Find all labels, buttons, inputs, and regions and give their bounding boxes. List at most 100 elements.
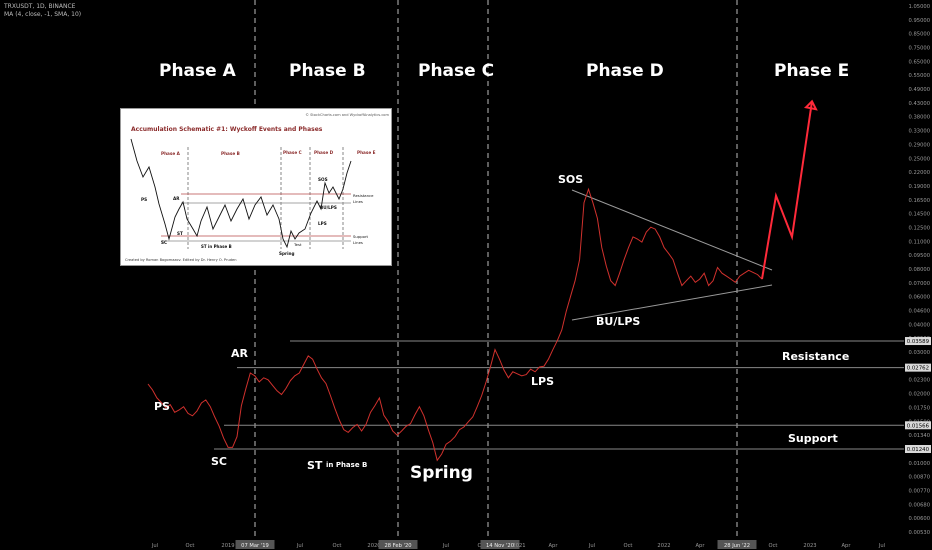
x-tick-label: 28 Jun '22 xyxy=(724,543,750,549)
y-tick-label: 0.29000 xyxy=(909,142,930,148)
inset-test: Test xyxy=(293,242,302,247)
y-tick-label: 0.00770 xyxy=(909,488,930,494)
phase-e-label: Phase E xyxy=(774,61,850,81)
y-highlight-label: 0.01566 xyxy=(907,423,930,429)
inset-price-path xyxy=(130,138,352,249)
y-highlight-badge xyxy=(905,337,931,346)
y-tick-label: 0.16500 xyxy=(909,198,930,204)
sc-label: SC xyxy=(211,455,227,468)
inset-phase-e: Phase E xyxy=(357,150,376,155)
y-tick-label: 0.06000 xyxy=(909,295,930,301)
x-tick-label: 28 Feb '20 xyxy=(384,543,411,549)
inset-st-b: ST in Phase B xyxy=(201,244,232,249)
y-highlight-label: 0.03589 xyxy=(907,339,930,345)
arrow-head-icon xyxy=(803,99,818,111)
x-tick-label: Apr xyxy=(696,543,706,549)
y-tick-label: 0.01750 xyxy=(909,405,930,411)
wyckoff-schematic-inset: © StockCharts.com and WyckoffAnalytics.c… xyxy=(120,108,392,266)
inset-bu-lps: BU/LPS xyxy=(320,205,337,210)
symbol-line: TRXUSDT, 1D, BINANCE xyxy=(4,3,76,10)
x-tick-label: Jul xyxy=(878,543,885,549)
inset-phase-a: Phase A xyxy=(161,151,181,156)
y-tick-label: 0.19000 xyxy=(909,184,930,190)
y-tick-label: 0.12500 xyxy=(909,225,930,231)
inset-sup2: Lines xyxy=(353,240,363,245)
x-tick-label: 2019 xyxy=(221,543,234,549)
x-tick-label: 2023 xyxy=(803,543,816,549)
x-tick-label: 2021 xyxy=(512,543,525,549)
x-tick-label: Jul xyxy=(151,543,158,549)
y-tick-label: 0.04600 xyxy=(909,309,930,315)
x-tick-label: Oct xyxy=(333,543,342,549)
x-tick-label: Oct xyxy=(624,543,633,549)
inset-ar: AR xyxy=(173,196,180,201)
resistance-label: Resistance xyxy=(782,350,850,363)
y-tick-label: 0.25000 xyxy=(909,156,930,162)
y-tick-label: 0.02300 xyxy=(909,378,930,384)
y-axis: 1.05000 0.95000 0.85000 0.75000 0.65000 0.550… xyxy=(904,0,932,540)
y-tick-label: 0.08000 xyxy=(909,267,930,273)
inset-phase-b: Phase B xyxy=(221,151,240,156)
y-tick-label: 0.09500 xyxy=(909,253,930,259)
y-highlight-label: 0.02762 xyxy=(907,366,929,372)
y-tick-label: 0.11000 xyxy=(909,239,930,245)
y-tick-label: 0.43000 xyxy=(909,101,930,107)
y-tick-label: 0.49000 xyxy=(909,87,930,93)
y-tick-label: 0.38000 xyxy=(909,115,930,121)
inset-phase-dividers xyxy=(187,147,344,249)
support-label: Support xyxy=(788,432,838,445)
y-tick-label: 0.95000 xyxy=(909,18,930,24)
inset-sup: Support xyxy=(353,234,369,239)
st-label: ST xyxy=(307,459,323,472)
indicator-line: MA (4, close, -1, SMA, 10) xyxy=(4,11,82,18)
bu-lps-label: BU/LPS xyxy=(596,315,641,328)
inset-res: Resistance xyxy=(353,193,374,198)
y-tick-label: 0.02000 xyxy=(909,392,930,398)
y-tick-label: 0.85000 xyxy=(909,32,930,38)
x-highlight-badge xyxy=(378,540,418,549)
inset-credit-top: © StockCharts.com and WyckoffAnalytics.c… xyxy=(305,113,389,117)
y-highlight-badge xyxy=(905,421,931,430)
x-tick-label: Apr xyxy=(842,543,852,549)
inset-phase-c: Phase C xyxy=(283,150,302,155)
ps-label: PS xyxy=(154,400,170,413)
sos-label: SOS xyxy=(558,173,584,186)
x-highlight-badge xyxy=(235,540,275,549)
y-tick-label: 0.00870 xyxy=(909,475,930,481)
inset-title: Accumulation Schematic #1: Wyckoff Event… xyxy=(131,126,323,133)
x-tick-label: Jul xyxy=(442,543,449,549)
phase-e-projection-arrow xyxy=(761,101,813,280)
schematic-diagram: © StockCharts.com and WyckoffAnalytics.c… xyxy=(125,113,389,262)
y-tick-label: 0.04000 xyxy=(909,322,930,328)
y-tick-label: 0.14500 xyxy=(909,212,930,218)
y-highlight-badge xyxy=(905,445,931,453)
support-resistance-lines xyxy=(214,340,904,450)
price-series-line xyxy=(147,187,763,462)
phase-b-label: Phase B xyxy=(289,61,366,81)
y-tick-label: 0.00530 xyxy=(909,530,930,536)
x-axis-background xyxy=(0,540,932,550)
inset-credit-bottom: Created by Roman Bogomazov. Edited by Dr… xyxy=(125,258,237,262)
spring-label: Spring xyxy=(410,463,473,483)
lps-label: LPS xyxy=(531,375,554,388)
x-tick-label: 14 Nov '20 xyxy=(486,543,514,549)
x-tick-label: 2020 xyxy=(367,543,380,549)
y-tick-label: 0.01000 xyxy=(909,461,930,467)
inset-phase-d: Phase D xyxy=(314,150,334,155)
x-tick-label: 07 Mar '19 xyxy=(241,543,269,549)
phase-c-label: Phase C xyxy=(418,61,495,81)
sos-trend-line xyxy=(571,189,773,271)
x-tick-label: Oct xyxy=(769,543,778,549)
ar-label: AR xyxy=(231,347,248,360)
y-tick-label: 0.65000 xyxy=(909,59,930,65)
phase-dividers xyxy=(254,0,738,540)
x-tick-label: 2022 xyxy=(657,543,670,549)
bu-lps-trend-line xyxy=(571,284,773,321)
y-tick-label: 0.07000 xyxy=(909,281,930,287)
y-highlight-badge xyxy=(905,363,931,372)
y-highlight-label: 0.01240 xyxy=(907,447,930,453)
x-tick-label: Jul xyxy=(296,543,303,549)
inset-spring: Spring xyxy=(279,251,295,256)
inset-level-lines xyxy=(161,193,351,242)
